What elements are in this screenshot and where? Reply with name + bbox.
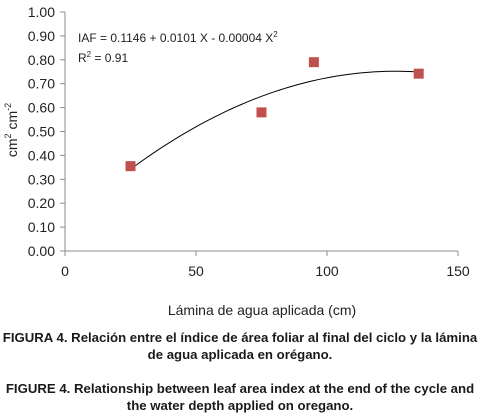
y-axis-label: cm2 cm-2 — [3, 103, 20, 157]
caption-english: FIGURE 4. Relationship between leaf area… — [5, 381, 475, 413]
y-tick-label: 0.60 — [28, 100, 55, 116]
y-tick-label: 1.00 — [28, 4, 55, 20]
r-squared-annotation: R2 = 0.91 — [78, 50, 128, 65]
data-points — [125, 57, 424, 172]
x-tick-label: 0 — [61, 263, 69, 279]
x-tick-label: 50 — [188, 263, 204, 279]
axes — [60, 11, 459, 256]
y-tick-label: 0.80 — [28, 52, 55, 68]
y-tick-label: 0.70 — [28, 76, 55, 92]
x-axis-label: Lámina de agua aplicada (cm) — [168, 302, 356, 318]
equation-annotation: IAF = 0.1146 + 0.0101 X - 0.00004 X2 — [78, 30, 278, 45]
y-tick-label: 0.10 — [28, 219, 55, 235]
scatter-chart: 0.00 0.10 0.20 0.30 0.40 0.50 0.60 0.70 0.80 0.90… — [3, 4, 470, 318]
data-point — [413, 68, 424, 79]
x-tick-label: 100 — [315, 263, 339, 279]
y-tick-label: 0.30 — [28, 171, 55, 187]
y-tick-label: 0.00 — [28, 243, 55, 259]
data-point — [308, 57, 319, 68]
y-tick-label: 0.50 — [28, 124, 55, 140]
y-tick-label: 0.20 — [28, 195, 55, 211]
x-tick-label: 150 — [446, 263, 470, 279]
data-point — [256, 107, 267, 118]
y-tick-label: 0.90 — [28, 28, 55, 44]
tick-labels: 0.00 0.10 0.20 0.30 0.40 0.50 0.60 0.70 0.80 0.90… — [28, 4, 470, 279]
caption-spanish: FIGURA 4. Relación entre el índice de ár… — [2, 330, 478, 362]
data-point — [125, 161, 136, 172]
trendline — [130, 70, 419, 170]
y-tick-label: 0.40 — [28, 147, 55, 163]
